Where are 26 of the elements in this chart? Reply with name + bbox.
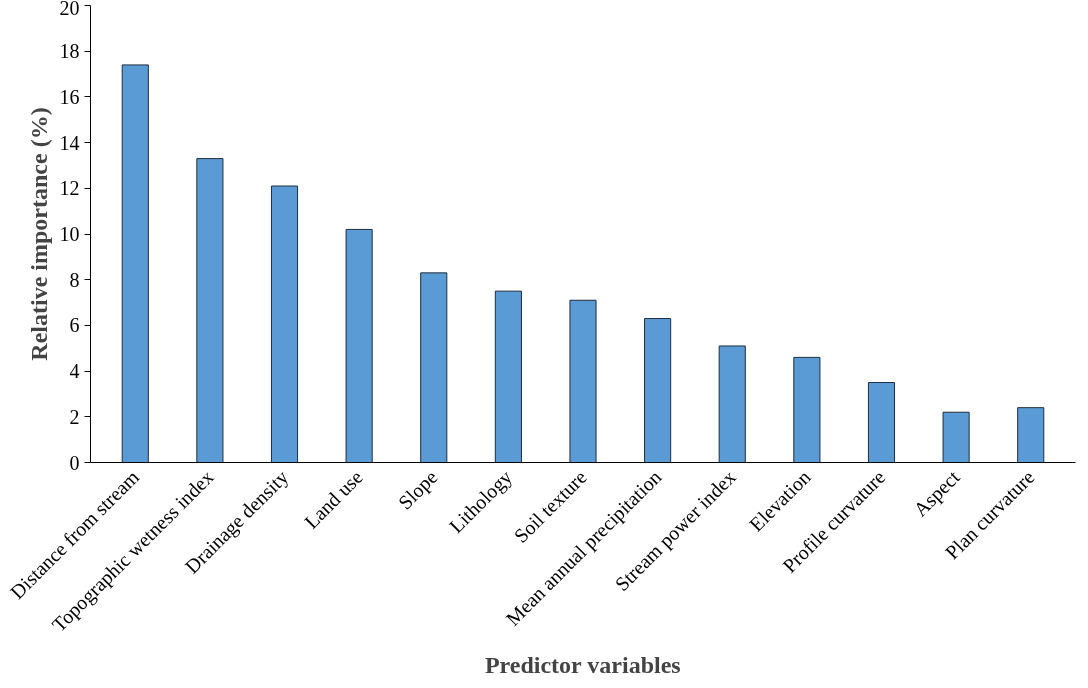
bar bbox=[942, 411, 970, 463]
y-tick-label: 2 bbox=[69, 405, 80, 428]
bar bbox=[196, 158, 224, 463]
bar bbox=[494, 290, 522, 463]
y-tick-label: 12 bbox=[59, 177, 80, 200]
bar bbox=[867, 382, 896, 463]
y-tick-label: 8 bbox=[69, 268, 80, 291]
y-axis-title: Relative importance (%) bbox=[25, 107, 52, 361]
y-tick-label: 14 bbox=[59, 131, 80, 154]
y-tick-label: 16 bbox=[59, 85, 80, 108]
bar bbox=[644, 318, 672, 463]
y-tick-label: 10 bbox=[59, 223, 80, 245]
bar bbox=[793, 356, 821, 463]
bar bbox=[569, 299, 597, 463]
y-tick-label: 4 bbox=[69, 360, 80, 383]
bar bbox=[345, 228, 373, 463]
x-axis-title: Predictor variables bbox=[484, 651, 681, 678]
y-tick-label: 0 bbox=[69, 451, 80, 474]
y-tick-label: 20 bbox=[59, 0, 80, 19]
bar bbox=[121, 64, 149, 463]
bar bbox=[420, 272, 448, 463]
y-tick-label: 6 bbox=[69, 314, 80, 337]
bar bbox=[718, 345, 746, 463]
y-tick-label: 18 bbox=[59, 40, 80, 63]
bar bbox=[1017, 407, 1045, 463]
bar bbox=[270, 185, 299, 463]
